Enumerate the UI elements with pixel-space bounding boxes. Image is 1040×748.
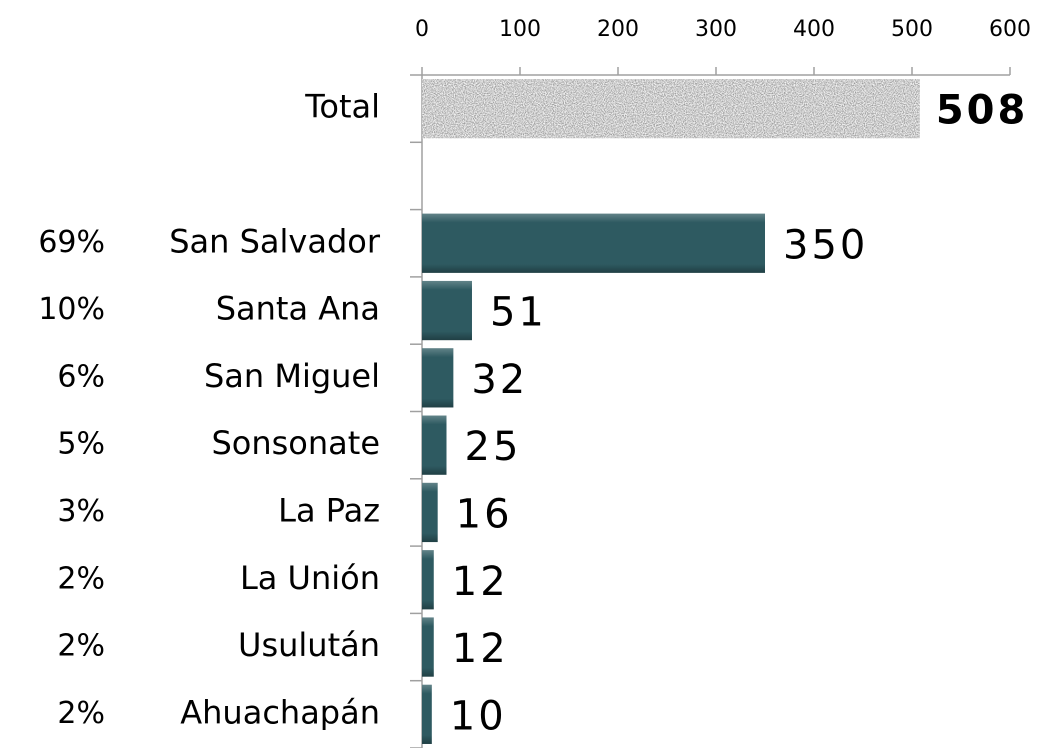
x-tick-label: 0 — [415, 17, 429, 42]
value-label: 350 — [783, 222, 868, 268]
bar-sheen — [422, 684, 432, 744]
bar — [422, 79, 920, 139]
y-tick-label: Santa Ana — [216, 290, 380, 328]
x-tick-label: 300 — [695, 17, 737, 42]
percent-label: 10% — [38, 292, 105, 327]
percent-label: 3% — [57, 494, 105, 529]
y-tick-label: La Paz — [278, 491, 380, 529]
x-tick-label: 200 — [597, 17, 639, 42]
percent-label: 2% — [57, 561, 105, 596]
percent-label: 5% — [57, 427, 105, 462]
bar-sheen — [422, 348, 454, 408]
x-tick-label: 600 — [989, 17, 1031, 42]
y-tick-label: Sonsonate — [211, 424, 380, 462]
value-label: 16 — [456, 491, 513, 537]
value-label: 25 — [465, 424, 522, 470]
bar-sheen — [422, 550, 434, 610]
value-label: 32 — [471, 357, 528, 403]
bar-sheen — [422, 415, 447, 475]
value-label: 12 — [452, 626, 509, 672]
y-tick-label: Total — [304, 88, 380, 126]
percent-label: 2% — [57, 696, 105, 731]
bar-sheen — [422, 617, 434, 677]
percent-label: 2% — [57, 629, 105, 664]
percent-label: 6% — [57, 359, 105, 394]
x-tick-label: 400 — [793, 17, 835, 42]
value-label: 51 — [490, 290, 547, 336]
x-tick-label: 500 — [891, 17, 933, 42]
y-tick-label: Usulután — [238, 626, 380, 664]
y-tick-label: La Unión — [240, 559, 380, 597]
y-tick-label: Ahuachapán — [180, 693, 380, 731]
value-label: 10 — [450, 693, 507, 739]
x-tick-label: 100 — [499, 17, 541, 42]
y-tick-label: San Salvador — [169, 222, 381, 260]
value-label: 508 — [936, 88, 1029, 134]
bar-sheen — [422, 280, 472, 341]
y-tick-label: San Miguel — [204, 357, 380, 395]
percent-label: 69% — [38, 225, 105, 260]
bar-sheen — [422, 213, 765, 273]
value-label: 12 — [452, 559, 509, 605]
bar-sheen — [422, 482, 438, 543]
